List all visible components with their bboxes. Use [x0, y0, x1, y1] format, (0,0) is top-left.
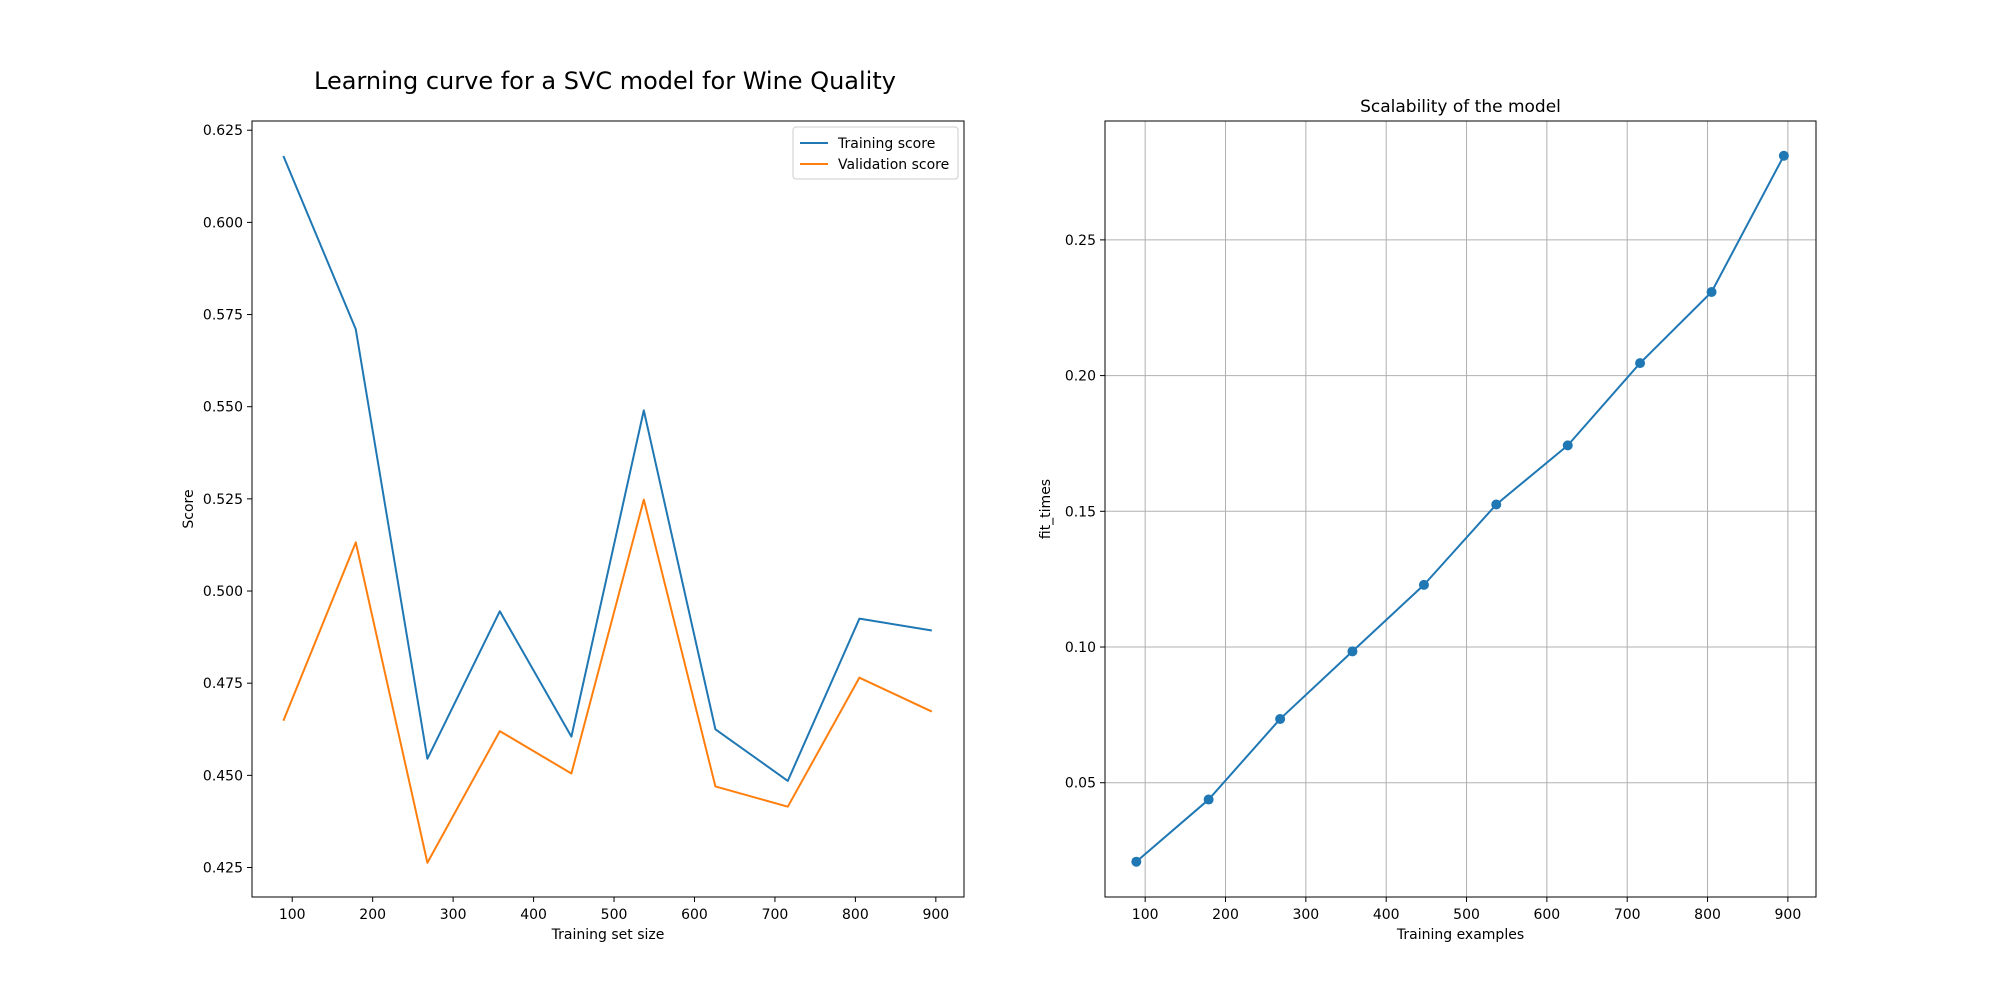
scalability-panel: 100 200 300 400 500 600 700 800 900 0.05 0.10 0.15 0… — [1038, 97, 1817, 943]
panel-title: Scalability of the model — [1360, 97, 1561, 117]
data-point — [1203, 794, 1214, 805]
data-point — [1778, 150, 1789, 161]
series-line-0 — [1135, 155, 1785, 863]
x-tick-label: 800 — [1694, 907, 1721, 923]
plot-frame — [251, 120, 965, 898]
x-tick-label: 400 — [1373, 907, 1400, 923]
y-tick-label: 0.15 — [1065, 504, 1096, 520]
data-point — [1562, 440, 1573, 451]
x-tick-label: 700 — [1614, 907, 1641, 923]
y-tick-label: 0.625 — [203, 123, 243, 139]
x-tick-label: 500 — [1453, 907, 1480, 923]
legend-label-1: Validation score — [838, 157, 949, 173]
y-tick-label: 0.600 — [203, 215, 243, 231]
y-axis-label: Score — [181, 489, 197, 528]
x-tick-label: 400 — [520, 907, 547, 923]
x-tick-label: 200 — [359, 907, 386, 923]
x-tick-label: 300 — [440, 907, 467, 923]
x-tick-label: 300 — [1292, 907, 1319, 923]
y-tick-label: 0.475 — [203, 676, 243, 692]
y-tick-label: 0.05 — [1065, 776, 1096, 792]
data-point — [1706, 286, 1717, 297]
legend: Training score Validation score — [792, 126, 959, 180]
figure-title: Learning curve for a SVC model for Wine … — [314, 67, 896, 95]
y-tick-label: 0.425 — [203, 861, 243, 877]
x-tick-label: 100 — [279, 907, 306, 923]
y-tick-label: 0.575 — [203, 308, 243, 324]
series-line-1 — [282, 498, 933, 864]
x-axis-label: Training set size — [551, 927, 665, 943]
x-tick-label: 600 — [681, 907, 708, 923]
legend-box — [792, 126, 959, 180]
y-tick-label: 0.450 — [203, 768, 243, 784]
x-tick-label: 700 — [762, 907, 789, 923]
series-line-0 — [282, 155, 932, 782]
x-tick-label: 600 — [1533, 907, 1560, 923]
learning-curve-panel: 100 200 300 400 500 600 700 800 900 0.425 0.450 0.4… — [181, 120, 965, 943]
y-tick-label: 0.500 — [203, 584, 243, 600]
data-point — [1491, 499, 1502, 510]
data-point — [1131, 856, 1142, 867]
data-point — [1635, 358, 1646, 369]
data-point — [1418, 579, 1429, 590]
x-tick-label: 900 — [922, 907, 949, 923]
x-tick-label: 500 — [601, 907, 628, 923]
y-tick-label: 0.10 — [1065, 640, 1096, 656]
data-point — [1347, 646, 1358, 657]
x-axis-label: Training examples — [1396, 927, 1524, 943]
y-tick-label: 0.25 — [1065, 233, 1096, 249]
y-tick-label: 0.550 — [203, 400, 243, 416]
y-tick-label: 0.525 — [203, 492, 243, 508]
x-tick-label: 200 — [1212, 907, 1239, 923]
y-axis-label: fit_times — [1038, 479, 1054, 539]
x-tick-label: 900 — [1775, 907, 1802, 923]
legend-label-0: Training score — [837, 136, 935, 152]
x-tick-label: 100 — [1132, 907, 1159, 923]
y-tick-label: 0.20 — [1065, 369, 1096, 385]
plot-frame — [1104, 120, 1817, 898]
x-tick-label: 800 — [842, 907, 869, 923]
data-point — [1275, 713, 1286, 724]
